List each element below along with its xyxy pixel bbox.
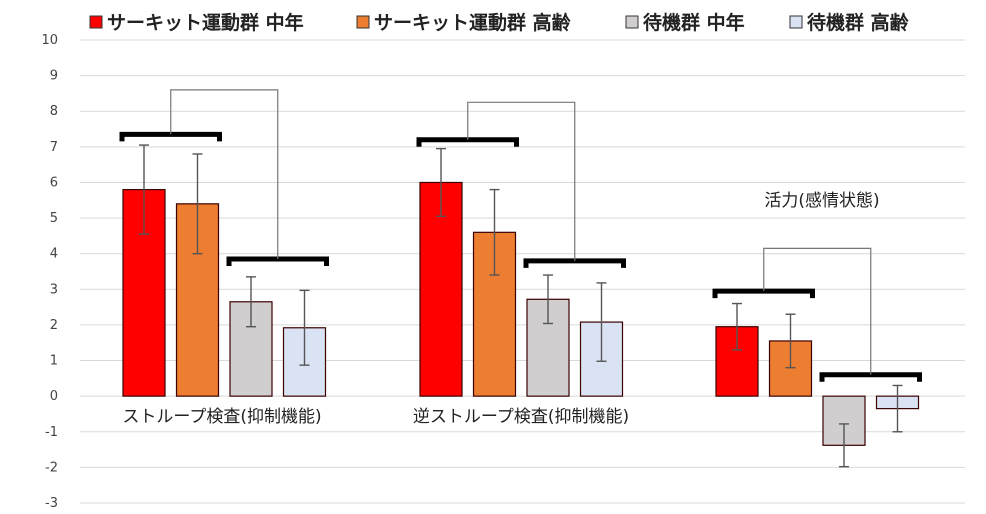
gridlines bbox=[80, 39, 965, 504]
y-tick-label: 1 bbox=[50, 354, 58, 369]
y-tick-label: 5 bbox=[50, 211, 58, 226]
y-axis-ticks: -3 -2 -1 0 1 2 3 4 5 6 7 8 9 10 bbox=[41, 33, 58, 511]
legend-swatch bbox=[789, 15, 803, 29]
category-labels: ストループ検査(抑制機能) 逆ストループ検査(抑制機能) 活力(感情状態) bbox=[122, 191, 879, 427]
y-tick-label: 2 bbox=[50, 318, 58, 333]
legend-swatch bbox=[625, 15, 639, 29]
significance-bracket bbox=[819, 372, 922, 382]
significance-bracket bbox=[416, 137, 519, 147]
bar bbox=[419, 181, 463, 397]
legend-swatch bbox=[89, 15, 103, 29]
legend-label: 待機群 中年 bbox=[643, 11, 745, 34]
legend-label: サーキット運動群 高齢 bbox=[374, 11, 572, 34]
significance-brackets bbox=[119, 89, 922, 382]
error-bars bbox=[139, 144, 903, 468]
y-tick-label: 9 bbox=[50, 69, 58, 84]
significance-link bbox=[467, 101, 576, 261]
y-tick-label: 3 bbox=[50, 282, 58, 297]
y-tick-label: 10 bbox=[41, 33, 58, 48]
y-tick-label: 0 bbox=[50, 389, 58, 404]
significance-bracket bbox=[712, 288, 815, 299]
legend-swatch bbox=[356, 15, 370, 29]
y-tick-label: 8 bbox=[50, 104, 58, 119]
y-tick-label: -1 bbox=[45, 425, 58, 440]
significance-link bbox=[170, 89, 279, 260]
significance-link bbox=[763, 247, 872, 375]
category-label: 逆ストループ検査(抑制機能) bbox=[413, 407, 629, 427]
y-tick-label: 7 bbox=[50, 140, 58, 155]
bars bbox=[122, 181, 920, 446]
significance-bracket bbox=[119, 131, 222, 142]
legend-label: サーキット運動群 中年 bbox=[107, 11, 304, 34]
y-tick-label: 4 bbox=[50, 247, 58, 262]
significance-bracket bbox=[523, 258, 626, 268]
legend: サーキット運動群 中年 サーキット運動群 高齢 待機群 中年 待機群 高齢 bbox=[89, 11, 910, 34]
category-label: 活力(感情状態) bbox=[764, 191, 879, 211]
significance-bracket bbox=[226, 256, 329, 267]
legend-label: 待機群 高齢 bbox=[807, 11, 910, 34]
category-label: ストループ検査(抑制機能) bbox=[122, 407, 321, 427]
y-tick-label: -2 bbox=[45, 460, 58, 475]
y-tick-label: -3 bbox=[45, 496, 58, 511]
y-tick-label: 6 bbox=[50, 175, 58, 190]
